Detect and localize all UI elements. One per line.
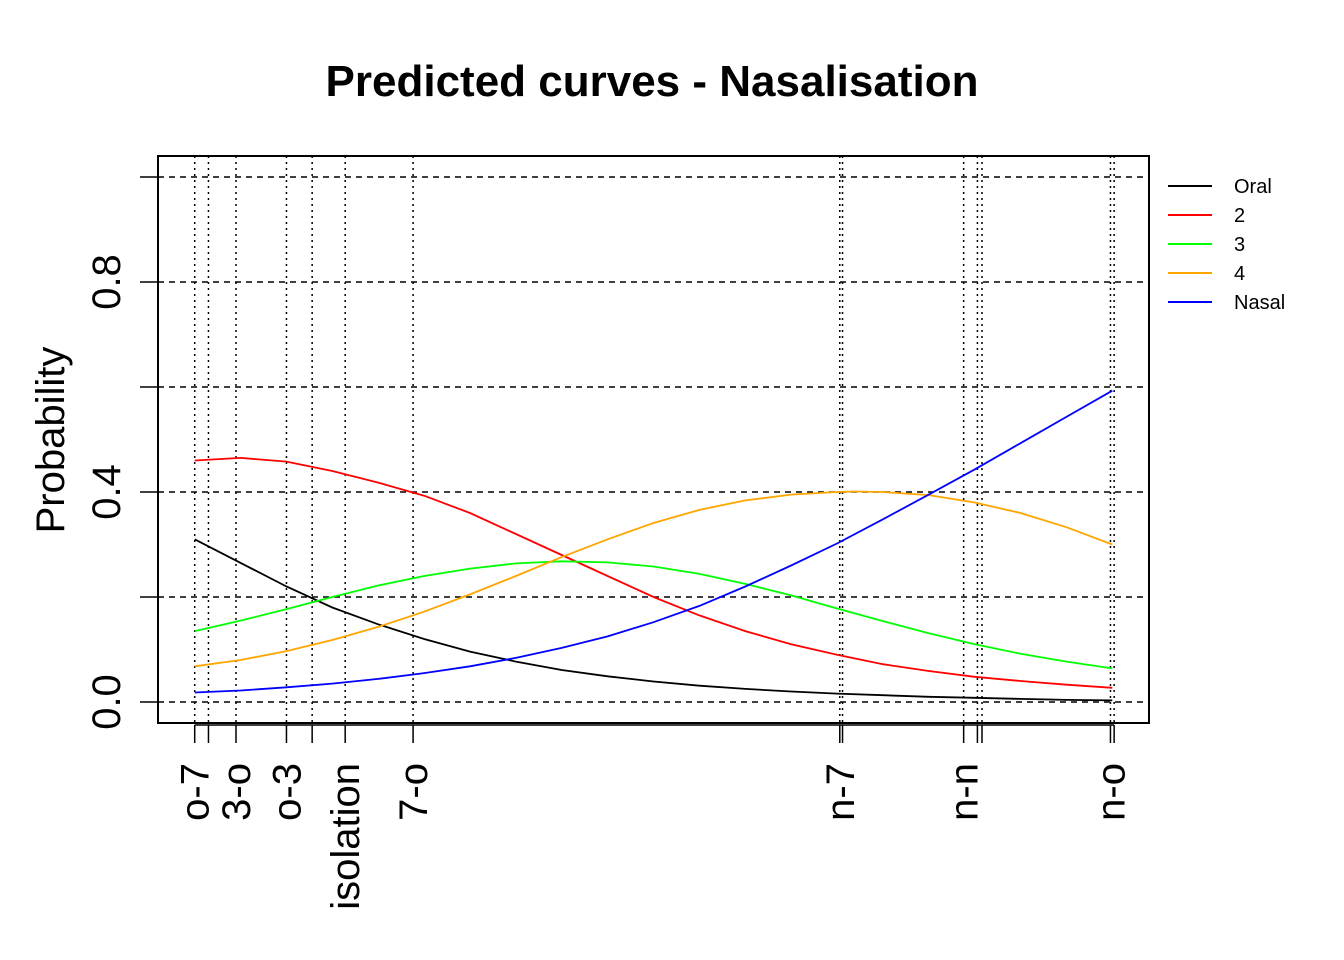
- axes: 0.0 0.4 0.8 o-73-o o-3 isolation 7-o n-7 n-n n-o: [85, 176, 1133, 910]
- grid: [158, 156, 1149, 723]
- y-axis-label: Probability: [29, 347, 73, 534]
- x-tick-label: n-o: [1089, 763, 1133, 821]
- x-tick-label: 3-o: [215, 763, 259, 821]
- y-tick-label: 0.0: [85, 674, 129, 730]
- y-tick-label: 0.8: [85, 254, 129, 310]
- legend: Oral 2 3 4 Nasal: [1168, 176, 1285, 314]
- series-group: [194, 389, 1113, 702]
- x-tick-label: o-3: [265, 763, 309, 821]
- y-tick-label: 0.4: [85, 464, 129, 520]
- x-tick-label: n-n: [943, 763, 987, 821]
- series-line-4: [194, 490, 1113, 668]
- legend-label: Nasal: [1234, 292, 1285, 314]
- x-tick-label: isolation: [324, 763, 368, 910]
- legend-label: 3: [1234, 234, 1245, 256]
- x-tick-label: 7-o: [392, 763, 436, 821]
- plot-frame: [157, 155, 1150, 724]
- series-line-2: [194, 456, 1113, 689]
- series-line-3: [194, 560, 1113, 670]
- series-line-oral: [194, 538, 1113, 702]
- legend-label: 4: [1234, 263, 1245, 285]
- chart-title: Predicted curves - Nasalisation: [326, 57, 979, 106]
- x-tick-label: o-7: [174, 763, 218, 821]
- legend-label: Oral: [1234, 176, 1272, 198]
- series-line-nasal: [194, 389, 1113, 694]
- x-tick-label: n-7: [819, 763, 863, 821]
- legend-label: 2: [1234, 205, 1245, 227]
